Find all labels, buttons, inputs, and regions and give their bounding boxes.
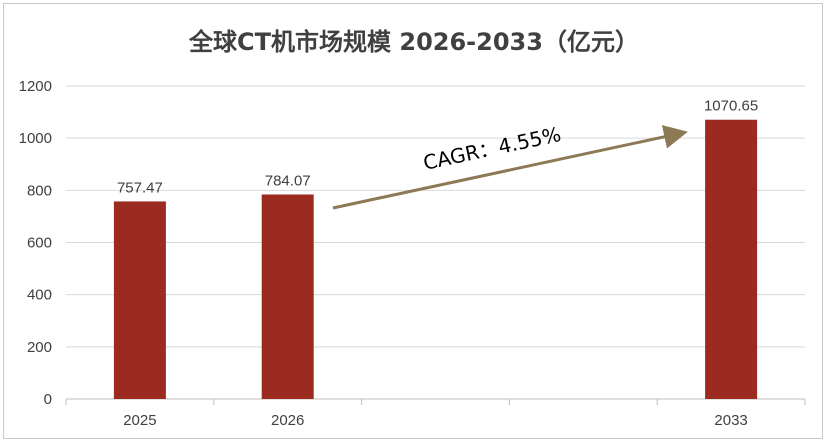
y-tick-label: 600: [27, 235, 52, 252]
bar: [113, 201, 166, 399]
x-axis-ticks: 2025 2026 2033: [123, 412, 748, 429]
cagr-arrow: [332, 125, 688, 210]
data-label: 757.47: [117, 179, 163, 196]
x-tick-label: 2025: [123, 412, 156, 429]
x-tick-label: 2026: [271, 412, 304, 429]
gridlines: [65, 85, 806, 405]
x-tick-label: 2033: [714, 412, 747, 429]
y-axis-ticks: 0 200 400 600 800 1000 1200: [19, 78, 52, 408]
bars: 757.47 784.07 1070.65: [113, 98, 758, 399]
y-tick-label: 200: [27, 339, 52, 356]
chart-title: 全球CT机市场规模 2026-2033（亿元）: [189, 28, 639, 56]
bar: [705, 119, 758, 399]
y-tick-label: 1200: [19, 78, 52, 95]
y-tick-label: 400: [27, 287, 52, 304]
cagr-label: CAGR：4.55%: [421, 122, 563, 175]
data-label: 1070.65: [704, 98, 758, 115]
data-label: 784.07: [265, 172, 311, 189]
y-tick-label: 1000: [19, 130, 52, 147]
y-tick-label: 800: [27, 182, 52, 199]
y-tick-label: 0: [44, 391, 52, 408]
cagr-annotation: CAGR：4.55%: [332, 122, 688, 210]
bar: [261, 194, 314, 399]
